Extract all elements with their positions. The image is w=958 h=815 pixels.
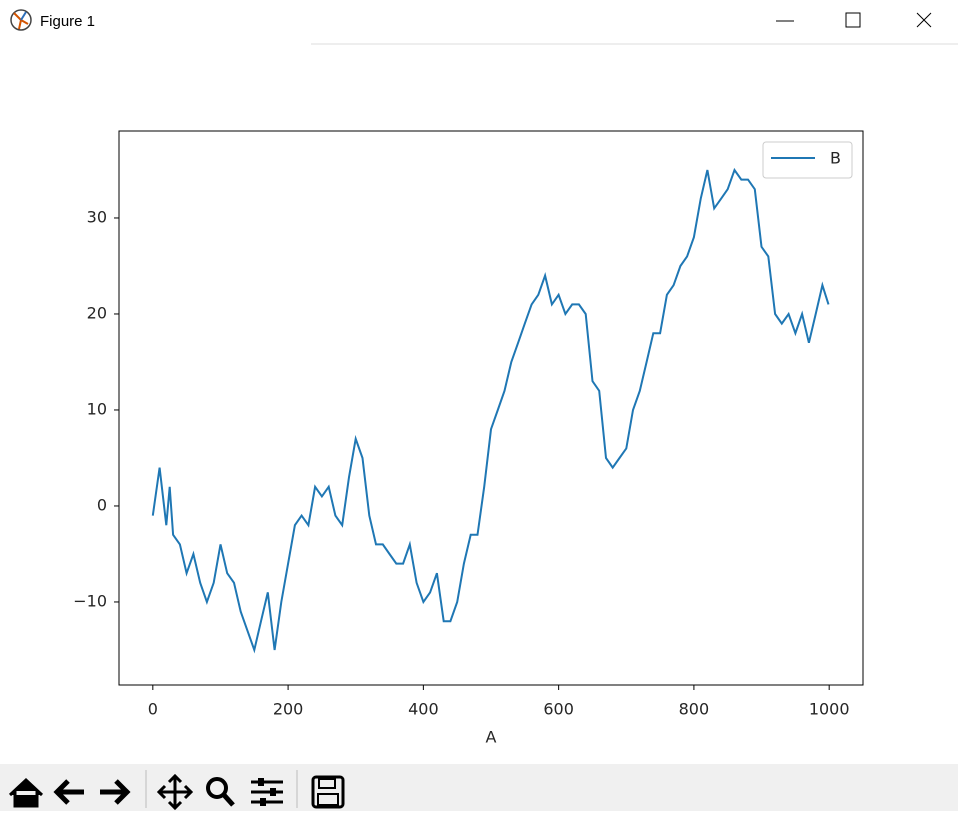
x-tick-label: 800: [679, 700, 710, 719]
back-button[interactable]: [53, 779, 84, 805]
toolbar: [0, 764, 958, 811]
close-button[interactable]: [916, 12, 932, 28]
y-tick-label: 0: [97, 495, 107, 514]
home-button[interactable]: [8, 777, 44, 808]
axes-frame: [118, 130, 864, 686]
zoom-button[interactable]: [206, 777, 235, 807]
forward-button[interactable]: [100, 779, 131, 805]
legend: B: [762, 141, 853, 179]
title-bar: [0, 0, 958, 44]
y-tick-label: 20: [87, 303, 107, 322]
configure-button[interactable]: [251, 778, 283, 806]
x-tick-label: 0: [148, 700, 158, 719]
plot-area: [151, 167, 830, 654]
legend-label: B: [830, 149, 841, 168]
x-axis-label: A: [486, 728, 497, 747]
app-icon: [10, 9, 32, 31]
x-tick-label: 1000: [809, 700, 850, 719]
maximize-button[interactable]: [845, 12, 861, 28]
pan-button[interactable]: [156, 773, 194, 811]
legend-box: [762, 141, 853, 179]
y-tick-label: −10: [73, 591, 107, 610]
x-tick-label: 400: [408, 700, 439, 719]
save-button[interactable]: [311, 775, 345, 809]
x-tick-label: 200: [273, 700, 304, 719]
data-line: [151, 167, 830, 654]
window-title: Figure 1: [40, 13, 95, 30]
y-tick-label: 30: [87, 207, 107, 226]
y-tick-label: 10: [87, 399, 107, 418]
x-tick-label: 600: [543, 700, 574, 719]
